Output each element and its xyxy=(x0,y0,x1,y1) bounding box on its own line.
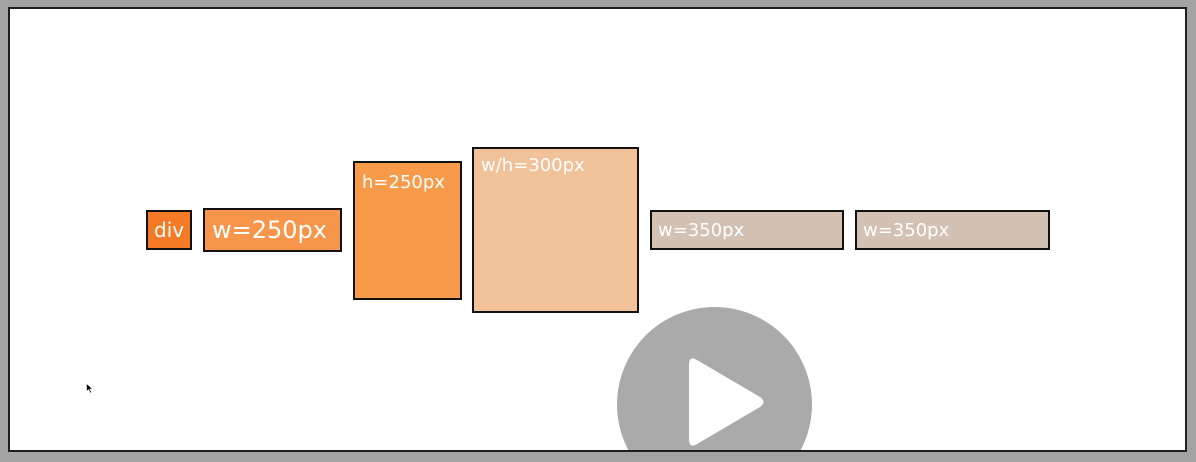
size-300-box-label: w/h=300px xyxy=(481,155,585,176)
size-300-box: w/h=300px xyxy=(472,147,639,313)
width-350-box-first-label: w=350px xyxy=(658,220,745,241)
width-350-box-first: w=350px xyxy=(650,210,844,250)
canvas-frame: div w=250px h=250px w/h=300px w=350px w=… xyxy=(8,7,1187,452)
height-250-box: h=250px xyxy=(353,161,462,300)
play-icon xyxy=(689,358,764,446)
mouse-pointer-icon xyxy=(86,379,94,398)
div-box-label: div xyxy=(154,218,185,242)
width-350-box-second-label: w=350px xyxy=(863,220,950,241)
width-250-box-label: w=250px xyxy=(212,216,327,244)
height-250-box-label: h=250px xyxy=(362,172,445,193)
width-350-box-second: w=350px xyxy=(855,210,1050,250)
div-box: div xyxy=(146,210,192,250)
play-button[interactable] xyxy=(617,307,812,450)
width-250-box: w=250px xyxy=(203,208,342,252)
